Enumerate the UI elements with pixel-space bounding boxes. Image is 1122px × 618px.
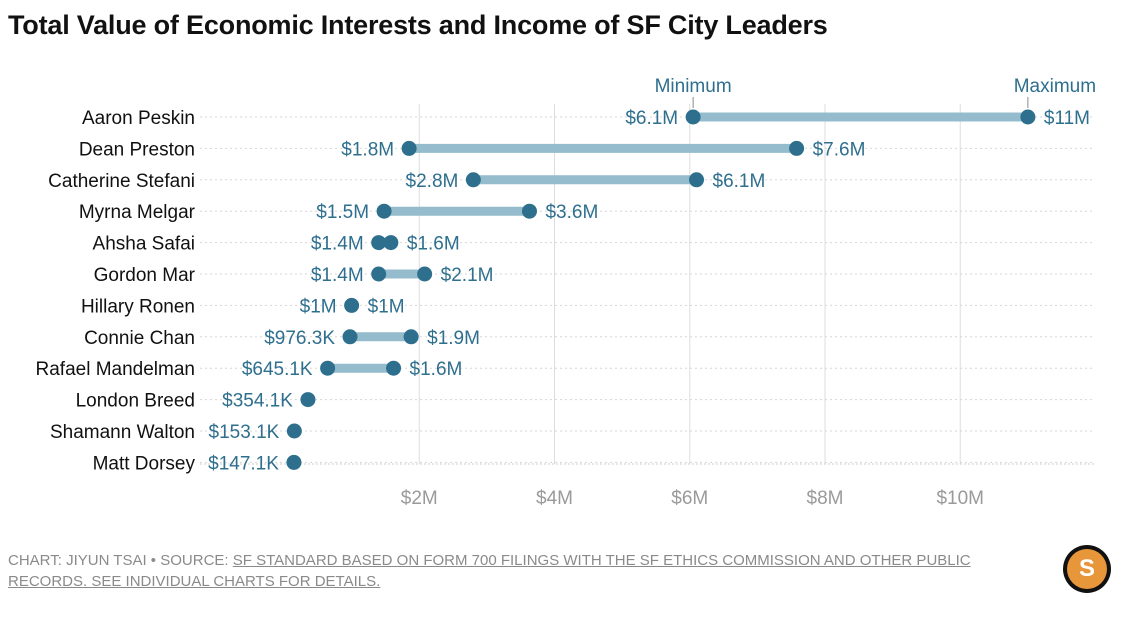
logo-letter: S bbox=[1067, 549, 1107, 589]
max-point bbox=[417, 266, 433, 282]
max-value-label: $7.6M bbox=[813, 139, 866, 160]
credit-text: CHART: JIYUN TSAI • SOURCE: bbox=[8, 552, 233, 569]
x-tick-label: $6M bbox=[671, 488, 708, 509]
max-value-label: $1.6M bbox=[410, 359, 463, 380]
min-point bbox=[401, 140, 417, 156]
min-point bbox=[685, 109, 701, 125]
row-label: Matt Dorsey bbox=[93, 453, 196, 474]
point-marker bbox=[300, 392, 316, 408]
min-value-label: $645.1K bbox=[242, 359, 313, 380]
min-point bbox=[371, 235, 387, 251]
max-point bbox=[789, 140, 805, 156]
min-point bbox=[376, 203, 392, 219]
min-value-label: $1.8M bbox=[341, 139, 394, 160]
data-labels: $6.1M $11M $1.8M $7.6M $2.8M $6.1M $1.5M $3.6M $… bbox=[208, 108, 1090, 474]
point-marker bbox=[344, 297, 360, 313]
min-point bbox=[342, 329, 358, 345]
row-label: Connie Chan bbox=[84, 328, 195, 349]
row-label: Rafael Mandelman bbox=[36, 359, 195, 380]
min-value-label: $354.1K bbox=[222, 391, 293, 412]
min-value-label: $1.4M bbox=[311, 234, 364, 255]
min-value-label: $1.4M bbox=[311, 265, 364, 286]
legend-minimum: Minimum bbox=[655, 76, 732, 97]
row-label: Hillary Ronen bbox=[81, 296, 195, 317]
point-marker bbox=[286, 454, 302, 470]
max-value-label: $1M bbox=[368, 296, 405, 317]
source-link[interactable]: SF STANDARD BASED ON FORM 700 FILINGS WI… bbox=[8, 552, 971, 590]
min-value-label: $6.1M bbox=[625, 108, 678, 129]
chart-footer: CHART: JIYUN TSAI • SOURCE: SF STANDARD … bbox=[8, 550, 1048, 592]
dumbbell-chart: $6.1M $11M $1.8M $7.6M $2.8M $6.1M $1.5M $3.6M $… bbox=[36, 76, 1097, 509]
row-label: Gordon Mar bbox=[94, 265, 196, 286]
row-label: Catherine Stefani bbox=[48, 171, 195, 192]
max-value-label: $1.9M bbox=[427, 328, 480, 349]
max-point bbox=[521, 203, 537, 219]
chart-title: Total Value of Economic Interests and In… bbox=[8, 10, 828, 40]
max-point bbox=[386, 360, 402, 376]
row-label: Aaron Peskin bbox=[82, 108, 195, 129]
max-value-label: $11M bbox=[1044, 108, 1090, 129]
min-point bbox=[465, 172, 481, 188]
max-point bbox=[689, 172, 705, 188]
sf-standard-logo-icon[interactable]: S bbox=[1063, 545, 1111, 593]
max-point bbox=[403, 329, 419, 345]
max-value-label: $2.1M bbox=[441, 265, 494, 286]
min-point bbox=[320, 360, 336, 376]
min-point bbox=[371, 266, 387, 282]
max-value-label: $1.6M bbox=[407, 234, 460, 255]
point-marker bbox=[286, 423, 302, 439]
legend-maximum: Maximum bbox=[1014, 76, 1096, 97]
min-value-label: $147.1K bbox=[208, 453, 279, 474]
legend: Minimum Maximum bbox=[655, 76, 1096, 108]
min-value-label: $1M bbox=[300, 296, 337, 317]
row-label: London Breed bbox=[76, 391, 195, 412]
x-tick-label: $10M bbox=[936, 488, 984, 509]
row-label: Ahsha Safai bbox=[93, 234, 195, 255]
x-axis: $2M $4M $6M $8M $10M bbox=[401, 488, 984, 509]
min-value-label: $2.8M bbox=[406, 171, 459, 192]
min-value-label: $976.3K bbox=[264, 328, 335, 349]
max-value-label: $3.6M bbox=[545, 202, 598, 223]
data-points bbox=[286, 109, 1036, 470]
row-labels: Aaron Peskin Dean Preston Catherine Stefan… bbox=[36, 108, 196, 474]
min-value-label: $1.5M bbox=[316, 202, 369, 223]
x-tick-label: $8M bbox=[807, 488, 844, 509]
max-value-label: $6.1M bbox=[713, 171, 766, 192]
row-label: Dean Preston bbox=[79, 139, 195, 160]
x-tick-label: $4M bbox=[536, 488, 573, 509]
row-label: Shamann Walton bbox=[50, 422, 195, 443]
max-point bbox=[1020, 109, 1036, 125]
max-point bbox=[383, 235, 399, 251]
min-value-label: $153.1K bbox=[209, 422, 280, 443]
row-label: Myrna Melgar bbox=[79, 202, 196, 223]
x-tick-label: $2M bbox=[401, 488, 438, 509]
